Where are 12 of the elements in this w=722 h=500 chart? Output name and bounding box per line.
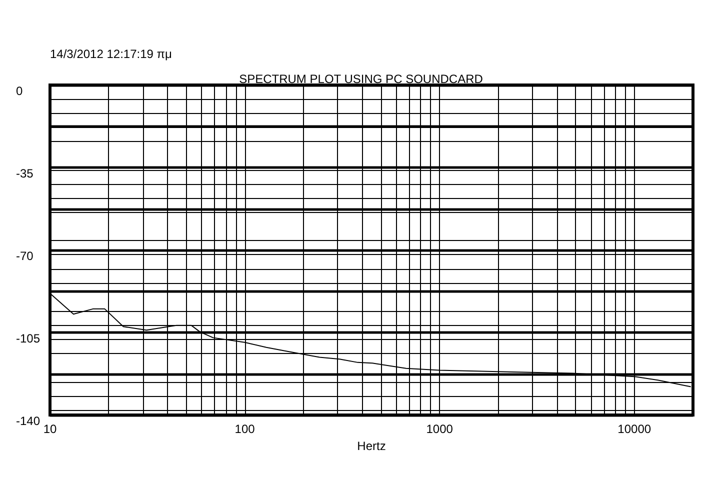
y-tick-label: -70 <box>16 249 34 263</box>
text: 14/3/2012 12:17:19 πμ <box>50 47 172 61</box>
y-tick-label: -105 <box>16 332 40 346</box>
x-axis-title: Hertz <box>357 438 386 453</box>
y-tick-label: -140 <box>16 414 40 428</box>
x-tick-label: 10000 <box>618 422 652 436</box>
x-tick-label: 1000 <box>426 422 454 436</box>
chart-title: SPECTRUM PLOT USING PC SOUNDCARD <box>239 72 484 86</box>
y-tick-label: 0 <box>16 84 23 98</box>
x-tick-label: 100 <box>234 422 256 436</box>
x-tick-label: 10 <box>43 422 57 436</box>
y-tick-label: -35 <box>16 166 34 180</box>
